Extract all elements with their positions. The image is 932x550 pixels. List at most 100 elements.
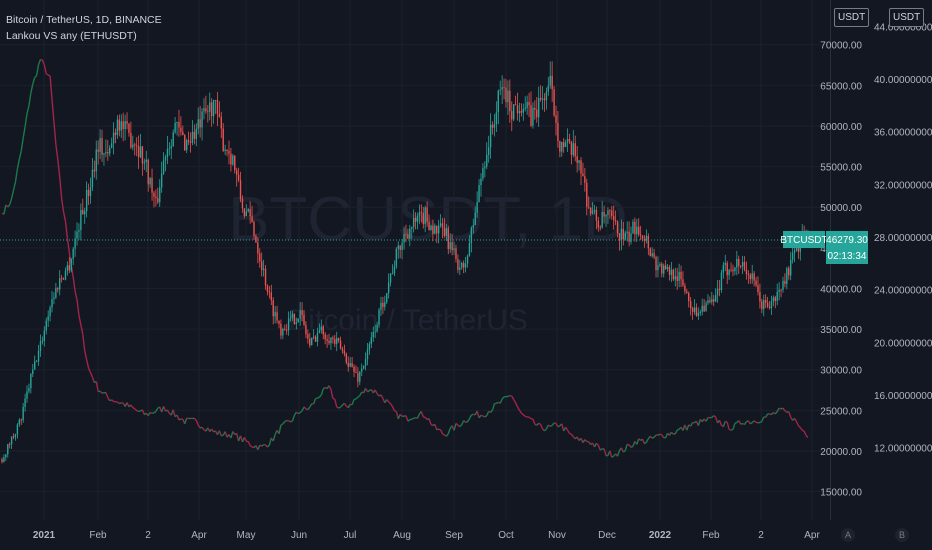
candle-body: [561, 142, 562, 152]
candle-body: [311, 338, 312, 346]
candle-body: [663, 265, 664, 273]
indicator-segment: [448, 428, 450, 433]
candle: [651, 247, 652, 258]
candle: [482, 163, 483, 181]
candle-body: [580, 160, 581, 173]
candle-body: [382, 303, 383, 307]
indicator-segment: [733, 423, 735, 429]
candle: [47, 310, 48, 327]
candle-body: [671, 270, 672, 275]
indicator-segment: [212, 429, 214, 432]
candle: [132, 136, 133, 151]
indicator-segment: [131, 405, 133, 408]
candle-body: [88, 190, 89, 196]
candle: [365, 352, 366, 370]
indicator-segment: [44, 65, 46, 74]
price-scale-currency-button[interactable]: USDT: [834, 8, 869, 27]
indicator-segment: [337, 407, 339, 408]
candle-body: [469, 243, 470, 256]
indicator-segment: [739, 421, 741, 425]
candle: [663, 263, 664, 277]
time-tick-label: Oct: [498, 530, 514, 541]
time-axis[interactable]: 2021 Feb 2 Apr May Jun Jul Aug Sep Oct Nov Dec 2022 F…: [33, 530, 821, 541]
indicator-segment: [46, 74, 48, 75]
candle-body: [90, 187, 91, 196]
indicator-segment: [518, 407, 520, 410]
candle: [36, 360, 37, 362]
candle-body: [103, 153, 104, 154]
candle-body: [69, 265, 70, 270]
ratio-scale-currency-button[interactable]: USDT: [889, 8, 924, 27]
candle: [578, 160, 579, 171]
auto-scale-button[interactable]: A: [841, 528, 855, 542]
candle-body: [19, 420, 20, 425]
candle-body: [248, 209, 249, 211]
ratio-axis[interactable]: 44.0000000000 40.0000000000 36.0000000000 3…: [874, 22, 932, 454]
candle-body: [594, 210, 595, 211]
candle-body: [209, 102, 210, 111]
indicator-segment: [8, 205, 10, 207]
candle-body: [738, 259, 739, 266]
candle-body: [775, 297, 776, 300]
candle: [338, 338, 339, 343]
candle-body: [173, 132, 174, 146]
indicator-segment: [441, 430, 443, 434]
candle-body: [146, 160, 147, 162]
candle: [192, 120, 193, 145]
price-axis[interactable]: 70000.00 65000.00 60000.00 55000.00 50000.00…: [820, 41, 862, 499]
candle-body: [746, 270, 747, 274]
candle-body: [715, 295, 716, 301]
legend-main[interactable]: Bitcoin / TetherUS, 1D, BINANCE: [6, 12, 162, 28]
price-tick-label: 40000.00: [820, 284, 862, 295]
candle-body: [346, 354, 347, 363]
candle: [682, 271, 683, 287]
scale-mode-button[interactable]: B: [895, 528, 909, 542]
indicator-segment: [194, 418, 196, 420]
price-tick-label: 20000.00: [820, 447, 862, 458]
candle-body: [326, 339, 327, 341]
price-tag-price: 46279.30: [826, 235, 868, 246]
legend-indicator[interactable]: Lankou VS any (ETHUSDT): [6, 28, 162, 44]
indicator-segment: [329, 386, 331, 390]
indicator-segment: [585, 440, 587, 442]
candle-body: [82, 210, 83, 214]
candle: [742, 256, 743, 274]
candle-body: [232, 156, 233, 165]
candle: [576, 146, 577, 172]
candle-body: [24, 399, 25, 407]
candle-body: [684, 286, 685, 292]
candle-body: [438, 226, 439, 234]
candle-body: [194, 132, 195, 139]
indicator-segment: [283, 422, 285, 424]
candle: [176, 122, 177, 136]
indicator-segment: [552, 423, 554, 425]
candle: [323, 325, 324, 340]
candle-body: [752, 273, 753, 279]
candle: [186, 139, 187, 153]
candle: [655, 256, 656, 278]
candle: [282, 328, 283, 340]
candle-body: [669, 267, 670, 275]
candle-body: [548, 86, 549, 92]
candle-body: [630, 234, 631, 242]
candle: [178, 110, 179, 137]
candle: [294, 313, 295, 325]
indicator-segment: [279, 425, 281, 434]
indicator-segment: [418, 414, 420, 418]
time-tick-label: Feb: [89, 530, 107, 541]
candle: [571, 141, 572, 164]
candle: [517, 93, 518, 121]
indicator-segment: [198, 425, 200, 428]
candle-body: [648, 236, 649, 248]
candle: [22, 403, 23, 423]
candle-body: [546, 91, 547, 100]
candle-body: [105, 152, 106, 153]
indicator-segment: [19, 151, 21, 159]
indicator-segment: [281, 424, 283, 425]
indicator-segment: [500, 399, 502, 403]
candle-body: [676, 276, 677, 281]
indicator-segment: [720, 420, 722, 425]
candle: [525, 96, 526, 111]
candle: [667, 264, 668, 272]
